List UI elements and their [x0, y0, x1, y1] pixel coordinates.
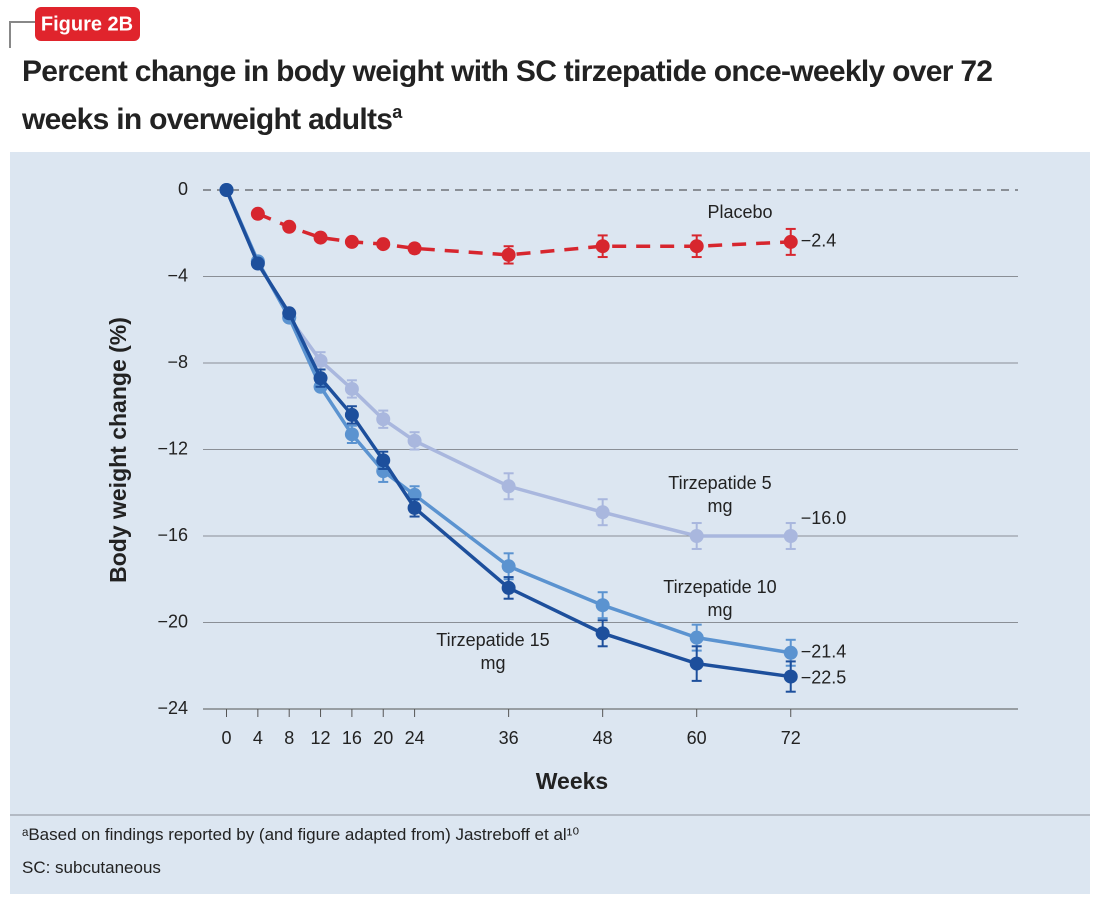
data-point	[783, 234, 798, 249]
data-point	[595, 626, 610, 641]
y-tick-label: −20	[157, 611, 188, 631]
data-point	[783, 529, 798, 543]
x-tick-label: 36	[499, 728, 519, 748]
data-point	[313, 353, 328, 368]
data-point	[595, 239, 610, 254]
data-point	[689, 239, 704, 254]
data-point	[501, 559, 516, 574]
y-tick-label: −4	[167, 265, 188, 285]
data-point	[689, 630, 704, 645]
y-tick-label: −12	[157, 438, 188, 458]
data-point	[376, 453, 391, 468]
panel	[10, 152, 1090, 894]
footnote: ᵃBased on findings reported by (and figu…	[22, 825, 580, 844]
badge: Figure 2B	[41, 13, 133, 35]
data-point	[407, 433, 422, 448]
x-axis-label: Weeks	[536, 768, 608, 794]
y-tick-label: −24	[157, 698, 188, 718]
y-tick-label: 0	[178, 179, 188, 199]
title-superscript: a	[392, 102, 402, 122]
data-point	[689, 656, 704, 671]
data-point	[376, 412, 391, 427]
x-tick-label: 20	[373, 728, 393, 748]
value-label: −22.5	[801, 667, 847, 687]
x-tick-label: 72	[781, 728, 801, 748]
footnote: SC: subcutaneous	[22, 858, 161, 877]
x-tick-label: 16	[342, 728, 362, 748]
x-tick-label: 48	[593, 728, 613, 748]
data-point	[344, 407, 359, 422]
data-point	[783, 669, 798, 684]
data-point	[501, 580, 516, 595]
x-tick-label: 24	[405, 728, 425, 748]
badge-bg	[35, 7, 140, 41]
data-point	[250, 206, 265, 221]
y-axis-label: Body weight change (%)	[105, 317, 131, 583]
data-point	[282, 219, 297, 234]
data-point	[344, 234, 359, 249]
value-label: −21.4	[801, 642, 847, 662]
data-point	[689, 529, 704, 543]
data-point	[783, 645, 798, 660]
title: Percent change in body weight with SC ti…	[22, 52, 1032, 140]
data-point	[595, 598, 610, 613]
x-tick-label: 12	[311, 728, 331, 748]
series-label: Tirzepatide 15 mg	[436, 630, 550, 673]
series-label: Tirzepatide 5 mg	[668, 473, 772, 516]
data-point	[501, 247, 516, 262]
y-tick-label: −16	[157, 525, 188, 545]
data-point	[501, 479, 516, 494]
data-point	[313, 371, 328, 386]
data-point	[595, 505, 610, 520]
value-label: −16.0	[801, 508, 847, 528]
data-point	[376, 237, 391, 252]
series-line	[257, 212, 791, 257]
data-point	[282, 306, 297, 321]
y-tick-label: −8	[167, 352, 188, 372]
series-label: Tirzepatide 10 mg	[663, 577, 777, 620]
data-point	[250, 256, 265, 271]
series-label: Placebo	[707, 202, 773, 222]
data-point	[407, 241, 422, 256]
data-point	[344, 427, 359, 442]
title-text: Percent change in body weight with SC ti…	[22, 55, 993, 136]
data-point	[313, 230, 328, 245]
x-tick-label: 4	[253, 728, 263, 748]
x-tick-label: 8	[284, 728, 294, 748]
x-tick-label: 0	[222, 728, 232, 748]
data-point	[344, 381, 359, 396]
value-label: −2.4	[801, 231, 837, 251]
data-point	[219, 183, 234, 197]
x-tick-label: 60	[687, 728, 707, 748]
data-point	[407, 500, 422, 515]
corner	[9, 21, 36, 48]
